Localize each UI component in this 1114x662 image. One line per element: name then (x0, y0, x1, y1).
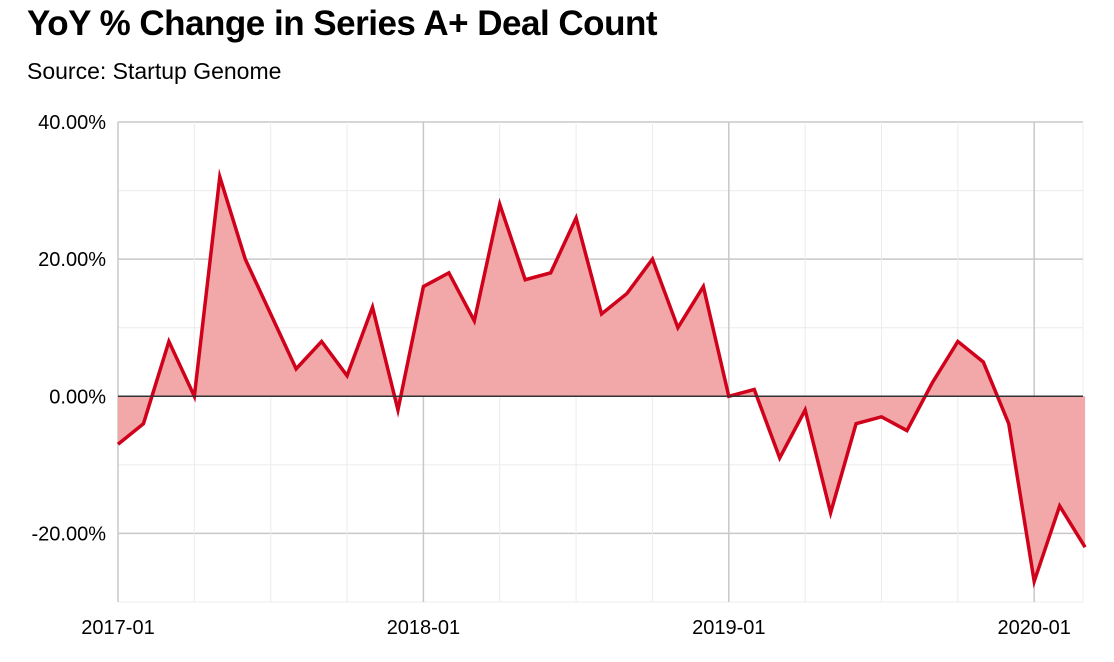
y-tick-label: 0.00% (49, 386, 106, 408)
chart-subtitle: Source: Startup Genome (27, 58, 282, 84)
x-tick-label: 2019-01 (692, 617, 765, 639)
y-tick-label: -20.00% (32, 523, 107, 545)
x-tick-label: 2020-01 (997, 617, 1070, 639)
axes: -20.00% 0.00% 20.00% 40.00% 2017-01 2018-01 20… (32, 112, 1083, 639)
series-area-fill (118, 176, 1086, 582)
chart-title: YoY % Change in Series A+ Deal Count (27, 4, 657, 43)
x-tick-label: 2018-01 (387, 617, 460, 639)
y-tick-label: 20.00% (38, 249, 106, 271)
x-tick-label: 2017-01 (81, 617, 154, 639)
series-area (116, 168, 1087, 589)
series-line (116, 168, 1087, 589)
y-tick-label: 40.00% (38, 112, 106, 134)
